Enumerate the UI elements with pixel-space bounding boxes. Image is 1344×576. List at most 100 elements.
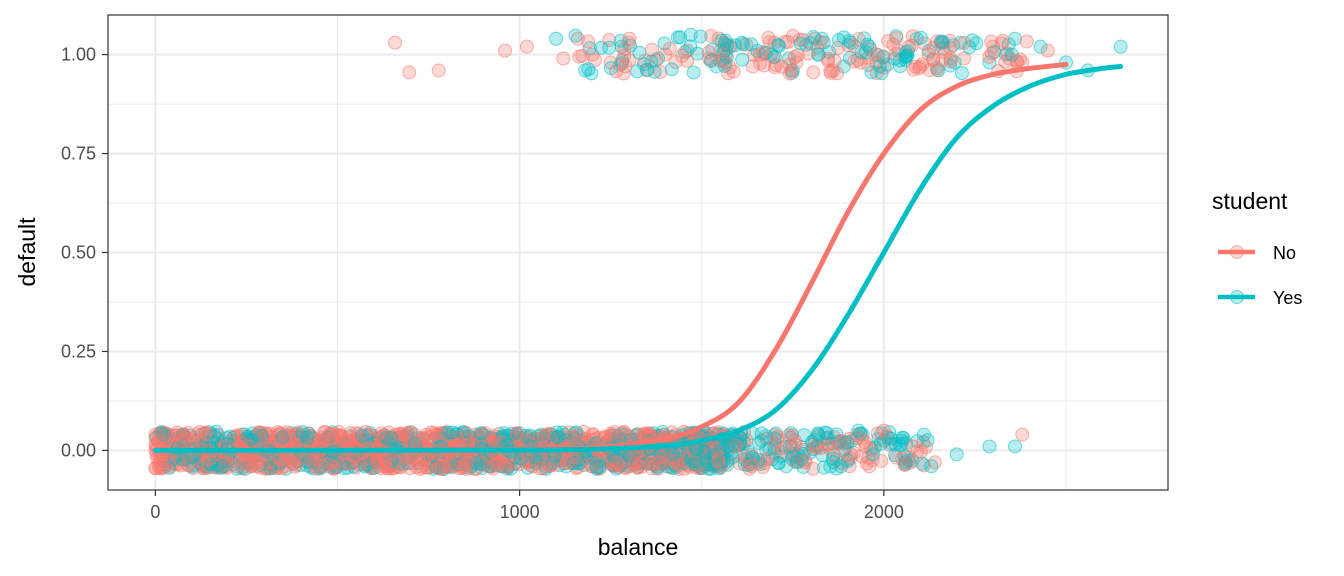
point-default-0 [820, 437, 835, 452]
point-default-1 [957, 35, 972, 50]
point-default-0 [393, 426, 408, 441]
point-default-0 [341, 456, 356, 471]
point-yes-low [982, 439, 997, 454]
point-default-0 [654, 450, 669, 465]
point-no-high [745, 59, 760, 74]
point-default-0 [473, 426, 488, 441]
point-default-0 [631, 459, 646, 474]
point-default-0 [152, 457, 167, 472]
point-default-0 [687, 454, 702, 469]
point-no-low [855, 431, 870, 446]
point-default-0 [569, 425, 584, 440]
point-default-0 [551, 429, 566, 444]
point-default-1 [683, 39, 698, 54]
point-default-0 [176, 452, 191, 467]
point-default-0 [180, 458, 195, 473]
point-default-0 [369, 453, 384, 468]
y-tick-label: 0.50 [61, 243, 96, 263]
point-default-0 [650, 459, 665, 474]
point-default-1 [639, 62, 654, 77]
point-default-0 [458, 453, 473, 468]
point-yes-high [1113, 39, 1128, 54]
point-default-0 [739, 433, 754, 448]
point-no-low [906, 439, 921, 454]
point-default-1 [984, 46, 999, 61]
point-default-1 [613, 33, 628, 48]
point-default-1 [913, 30, 928, 45]
point-default-0 [216, 459, 231, 474]
point-default-1 [790, 48, 805, 63]
x-axis-title: balance [598, 534, 679, 560]
point-default-1 [965, 33, 980, 48]
point-default-0 [441, 425, 456, 440]
point-default-1 [735, 52, 750, 67]
point-default-0 [483, 459, 498, 474]
y-axis-title: default [14, 217, 40, 287]
point-default-1 [714, 33, 729, 48]
point-default-1 [806, 65, 821, 80]
point-default-1 [603, 61, 618, 76]
point-default-0 [431, 460, 446, 475]
point-default-0 [419, 460, 434, 475]
point-default-1 [581, 62, 596, 77]
point-default-1 [721, 66, 736, 81]
point-default-1 [575, 48, 590, 63]
point-default-0 [491, 454, 506, 469]
point-default-1 [693, 29, 708, 44]
point-default-0 [916, 435, 931, 450]
legend-title: student [1212, 188, 1288, 214]
point-default-0 [627, 456, 642, 471]
point-default-0 [697, 445, 712, 460]
point-default-1 [984, 34, 999, 49]
point-default-0 [445, 425, 460, 440]
point-default-1 [719, 49, 734, 64]
point-default-1 [662, 41, 677, 56]
point-default-1 [820, 53, 835, 68]
point-default-1 [771, 37, 786, 52]
point-default-1 [701, 45, 716, 60]
point-default-1 [995, 33, 1010, 48]
point-no-high [431, 63, 446, 78]
fit-line-yes [152, 63, 1124, 453]
point-yes-low [767, 431, 782, 446]
x-axis: 0 1000 2000 [150, 490, 904, 522]
x-tick-label: 1000 [500, 502, 540, 522]
point-default-0 [288, 457, 303, 472]
point-default-0 [782, 439, 797, 454]
point-default-1 [618, 59, 633, 74]
point-default-1 [717, 58, 732, 73]
point-default-0 [584, 457, 599, 472]
point-default-0 [826, 455, 841, 470]
point-yes-low [825, 451, 840, 466]
point-default-1 [1004, 47, 1019, 62]
point-no-high [498, 43, 513, 58]
point-default-0 [592, 461, 607, 476]
point-default-1 [727, 38, 742, 53]
point-yes-low [924, 459, 939, 474]
point-default-0 [561, 455, 576, 470]
point-default-1 [806, 30, 821, 45]
point-default-0 [711, 454, 726, 469]
point-default-1 [830, 66, 845, 81]
x-tick-label: 2000 [864, 502, 904, 522]
point-yes-low [840, 435, 855, 450]
point-yes-high [549, 31, 564, 46]
point-default-0 [248, 456, 263, 471]
legend-key-point-yes [1230, 290, 1244, 304]
point-yes-low [949, 447, 964, 462]
point-default-0 [315, 430, 330, 445]
point-default-1 [943, 58, 958, 73]
y-tick-label: 0.25 [61, 341, 96, 361]
x-tick-label: 0 [150, 502, 160, 522]
legend-key-point-no [1230, 245, 1244, 259]
point-yes-low [1008, 439, 1023, 454]
legend-label-yes: Yes [1273, 288, 1302, 308]
point-default-1 [864, 65, 879, 80]
point-default-1 [847, 54, 862, 69]
point-default-1 [657, 36, 672, 51]
point-default-1 [568, 28, 583, 43]
point-default-0 [610, 455, 625, 470]
point-default-1 [880, 57, 895, 72]
point-default-1 [831, 32, 846, 47]
